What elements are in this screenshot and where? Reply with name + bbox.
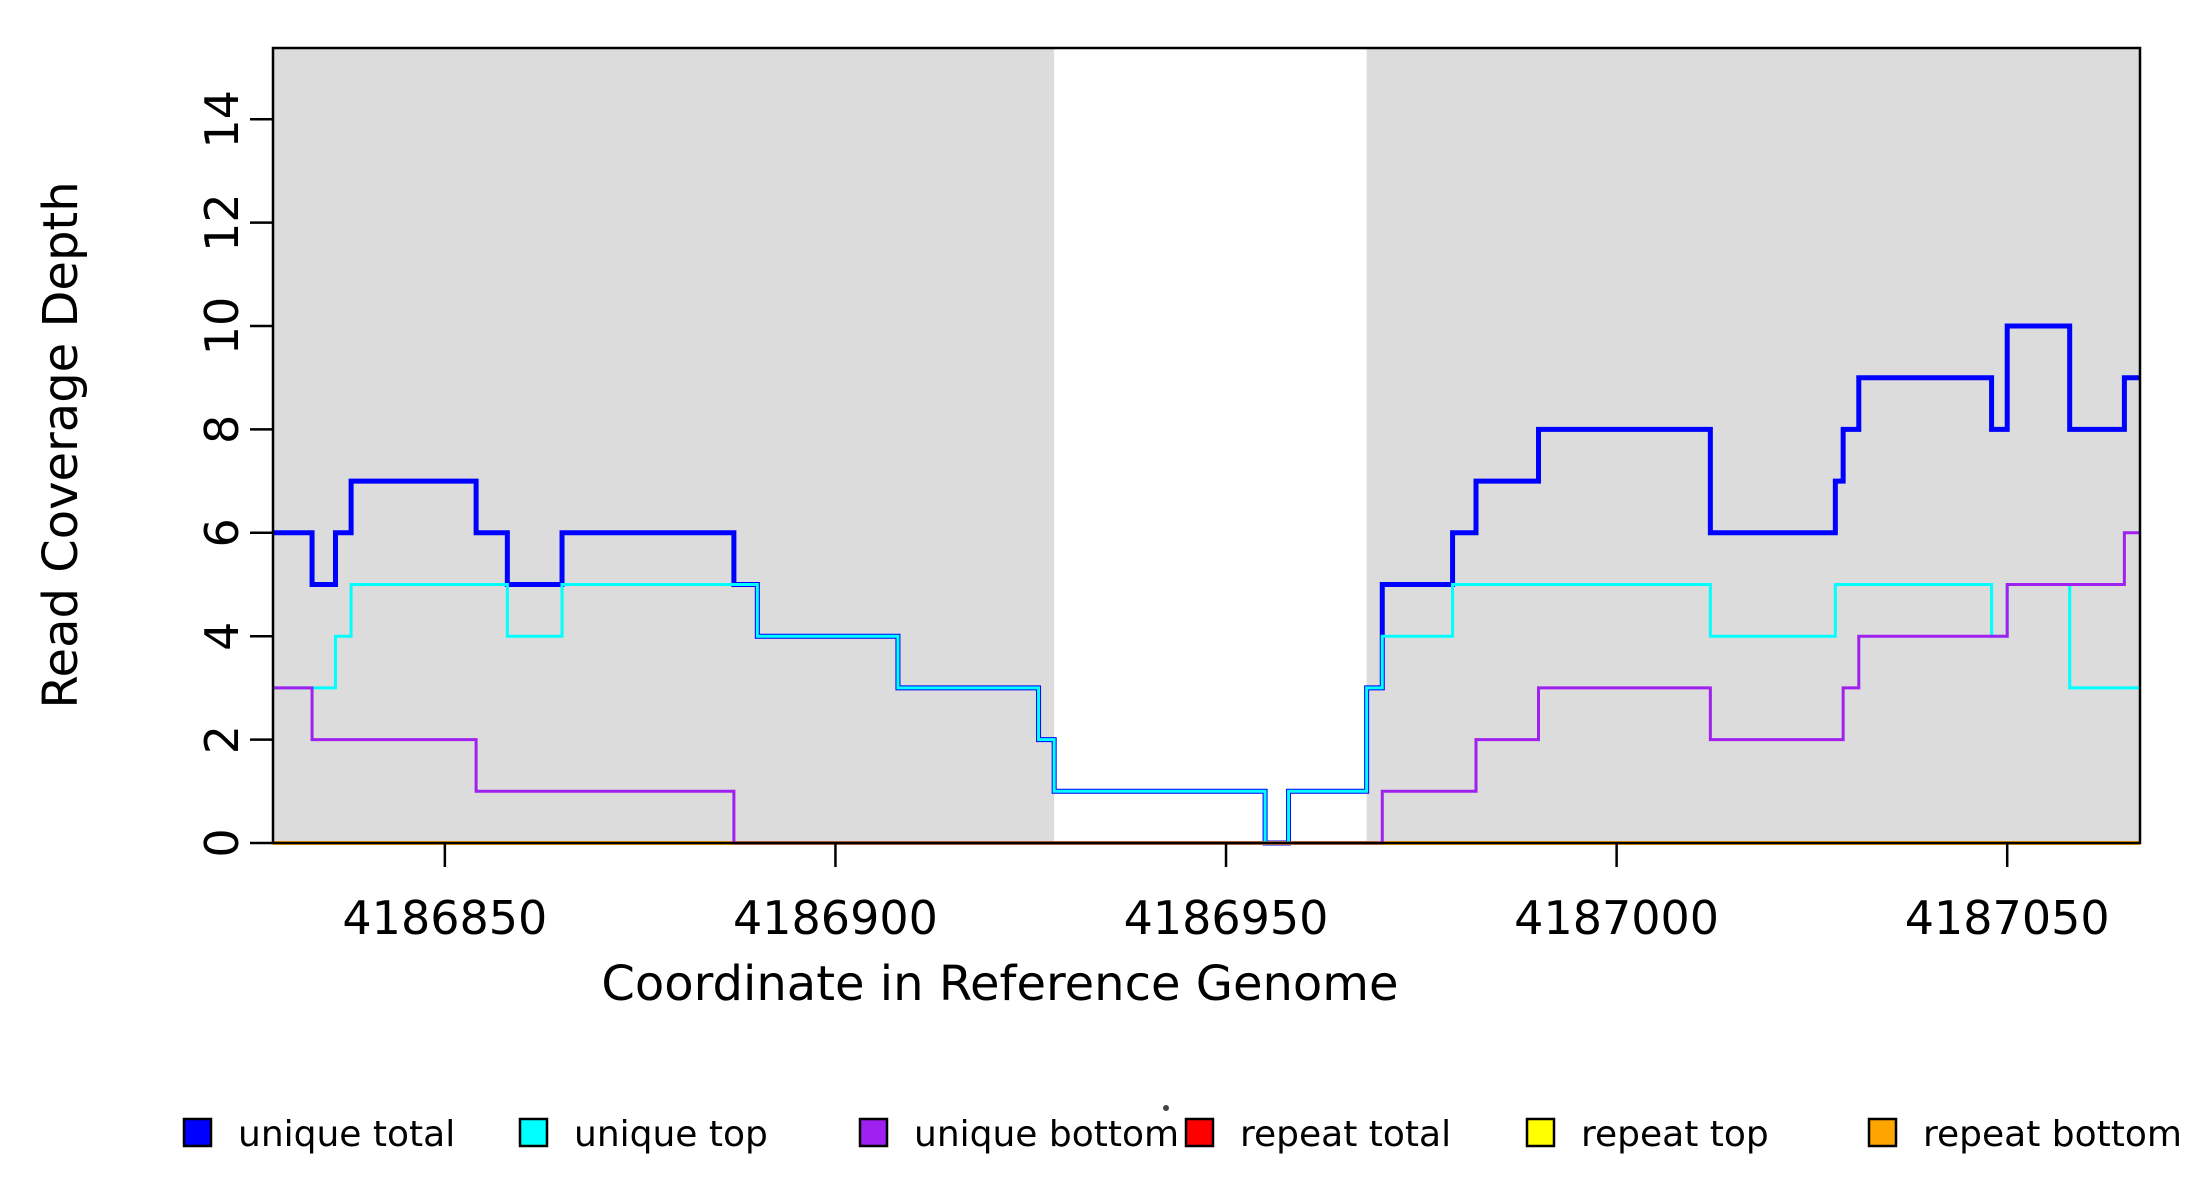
x-tick-label: 4186950: [1124, 891, 1329, 945]
axes: 4186850 4186900 4186950 4187000 4187050 0 2 4 6…: [195, 46, 2142, 945]
x-tick-labels: 4186850 4186900 4186950 4187000 4187050: [342, 891, 2109, 945]
legend-item-repeat-top: repeat top: [1525, 1114, 1769, 1155]
plot-border: [271, 46, 2142, 845]
y-tick-label: 10: [195, 297, 249, 356]
legend-label: unique bottom: [914, 1114, 1179, 1155]
y-tick-label: 12: [195, 193, 249, 252]
legend-item-repeat-bottom: repeat bottom: [1867, 1114, 2182, 1155]
x-tick-label: 4186850: [342, 891, 547, 945]
legend-item-unique-total: unique total: [182, 1114, 455, 1155]
shaded-region-1: [273, 48, 1055, 843]
x-axis-ticks: [443, 843, 2009, 867]
x-axis-label: Coordinate in Reference Genome: [601, 956, 1398, 1012]
y-tick-label: 6: [195, 518, 249, 547]
legend-label: unique top: [574, 1114, 768, 1155]
y-tick-label: 0: [195, 828, 249, 857]
legend-item-repeat-total: repeat total: [1184, 1114, 1451, 1155]
legend-label: repeat top: [1581, 1114, 1769, 1155]
x-tick-label: 4186900: [733, 891, 938, 945]
y-tick-label: 14: [195, 90, 249, 149]
y-tick-label: 4: [195, 622, 249, 651]
legend-label: repeat bottom: [1923, 1114, 2182, 1155]
legend-swatch-unique-total: [182, 1117, 213, 1148]
legend-label: unique total: [238, 1114, 455, 1155]
legend-swatch-unique-top: [518, 1117, 549, 1148]
legend-swatch-repeat-bottom: [1867, 1117, 1898, 1148]
y-tick-label: 2: [195, 725, 249, 754]
x-tick-label: 4187050: [1905, 891, 2110, 945]
legend-label: repeat total: [1240, 1114, 1451, 1155]
dot-artifact: [1163, 1105, 1169, 1111]
legend-swatch-unique-bottom: [858, 1117, 889, 1148]
y-axis-ticks: [250, 117, 273, 845]
y-tick-label: 8: [195, 415, 249, 444]
shaded-regions: [273, 48, 2140, 843]
legend: unique total unique top unique bottom re…: [182, 1105, 2182, 1155]
series-line-unique-bottom: [273, 531, 2140, 845]
legend-item-unique-bottom: unique bottom: [858, 1114, 1179, 1155]
legend-swatch-repeat-top: [1525, 1117, 1556, 1148]
y-axis-label: Read Coverage Depth: [33, 181, 89, 708]
legend-item-unique-top: unique top: [518, 1114, 768, 1155]
x-tick-label: 4187000: [1514, 891, 1719, 945]
shaded-region-2: [1366, 48, 2140, 843]
y-tick-labels: 0 2 4 6 8 10 12 14: [195, 90, 249, 858]
legend-swatch-repeat-total: [1184, 1117, 1215, 1148]
